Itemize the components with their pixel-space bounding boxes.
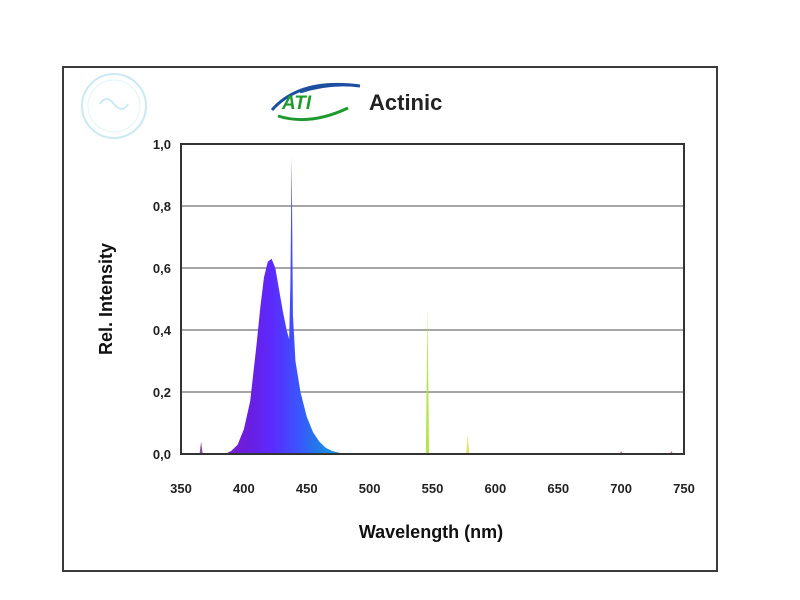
x-axis-title: Wavelength (nm) [359,522,503,542]
spectrum-area [225,156,345,454]
x-tick-label: 400 [233,481,255,496]
ati-logo: ATI [270,82,361,122]
logo-swoosh-bottom [277,106,349,122]
watermark-squiggle [99,98,129,110]
x-tick-label: 350 [170,481,192,496]
y-tick-label: 0,0 [153,447,171,462]
watermark-inner-circle [87,79,141,133]
spectral-peak [425,308,430,454]
y-axis-ticks: 0,0 0,2 0,4 0,6 0,8 1,0 [153,137,172,462]
y-tick-label: 0,4 [153,323,172,338]
y-tick-label: 0,6 [153,261,171,276]
y-tick-label: 0,2 [153,385,171,400]
logo-swoosh-top [270,82,361,111]
y-tick-label: 1,0 [153,137,171,152]
x-axis-ticks: 350 400 450 500 550 600 650 700 750 [170,481,695,496]
chart-frame [62,66,718,572]
spectral-peak [466,435,470,454]
x-tick-label: 450 [296,481,318,496]
x-tick-label: 650 [547,481,569,496]
spectrum-series [199,156,674,454]
x-tick-label: 550 [422,481,444,496]
plot-area [180,143,685,455]
chart-title: Actinic [369,90,442,115]
x-tick-label: 750 [673,481,695,496]
y-axis-title: Rel. Intensity [96,243,116,355]
y-tick-label: 0,8 [153,199,171,214]
spectral-peak [199,441,203,454]
watermark-circle [81,73,147,139]
watermark-badge [81,73,147,139]
logo-text: ATI [281,93,312,114]
x-tick-label: 600 [485,481,507,496]
x-tick-label: 700 [610,481,632,496]
x-tick-label: 500 [359,481,381,496]
